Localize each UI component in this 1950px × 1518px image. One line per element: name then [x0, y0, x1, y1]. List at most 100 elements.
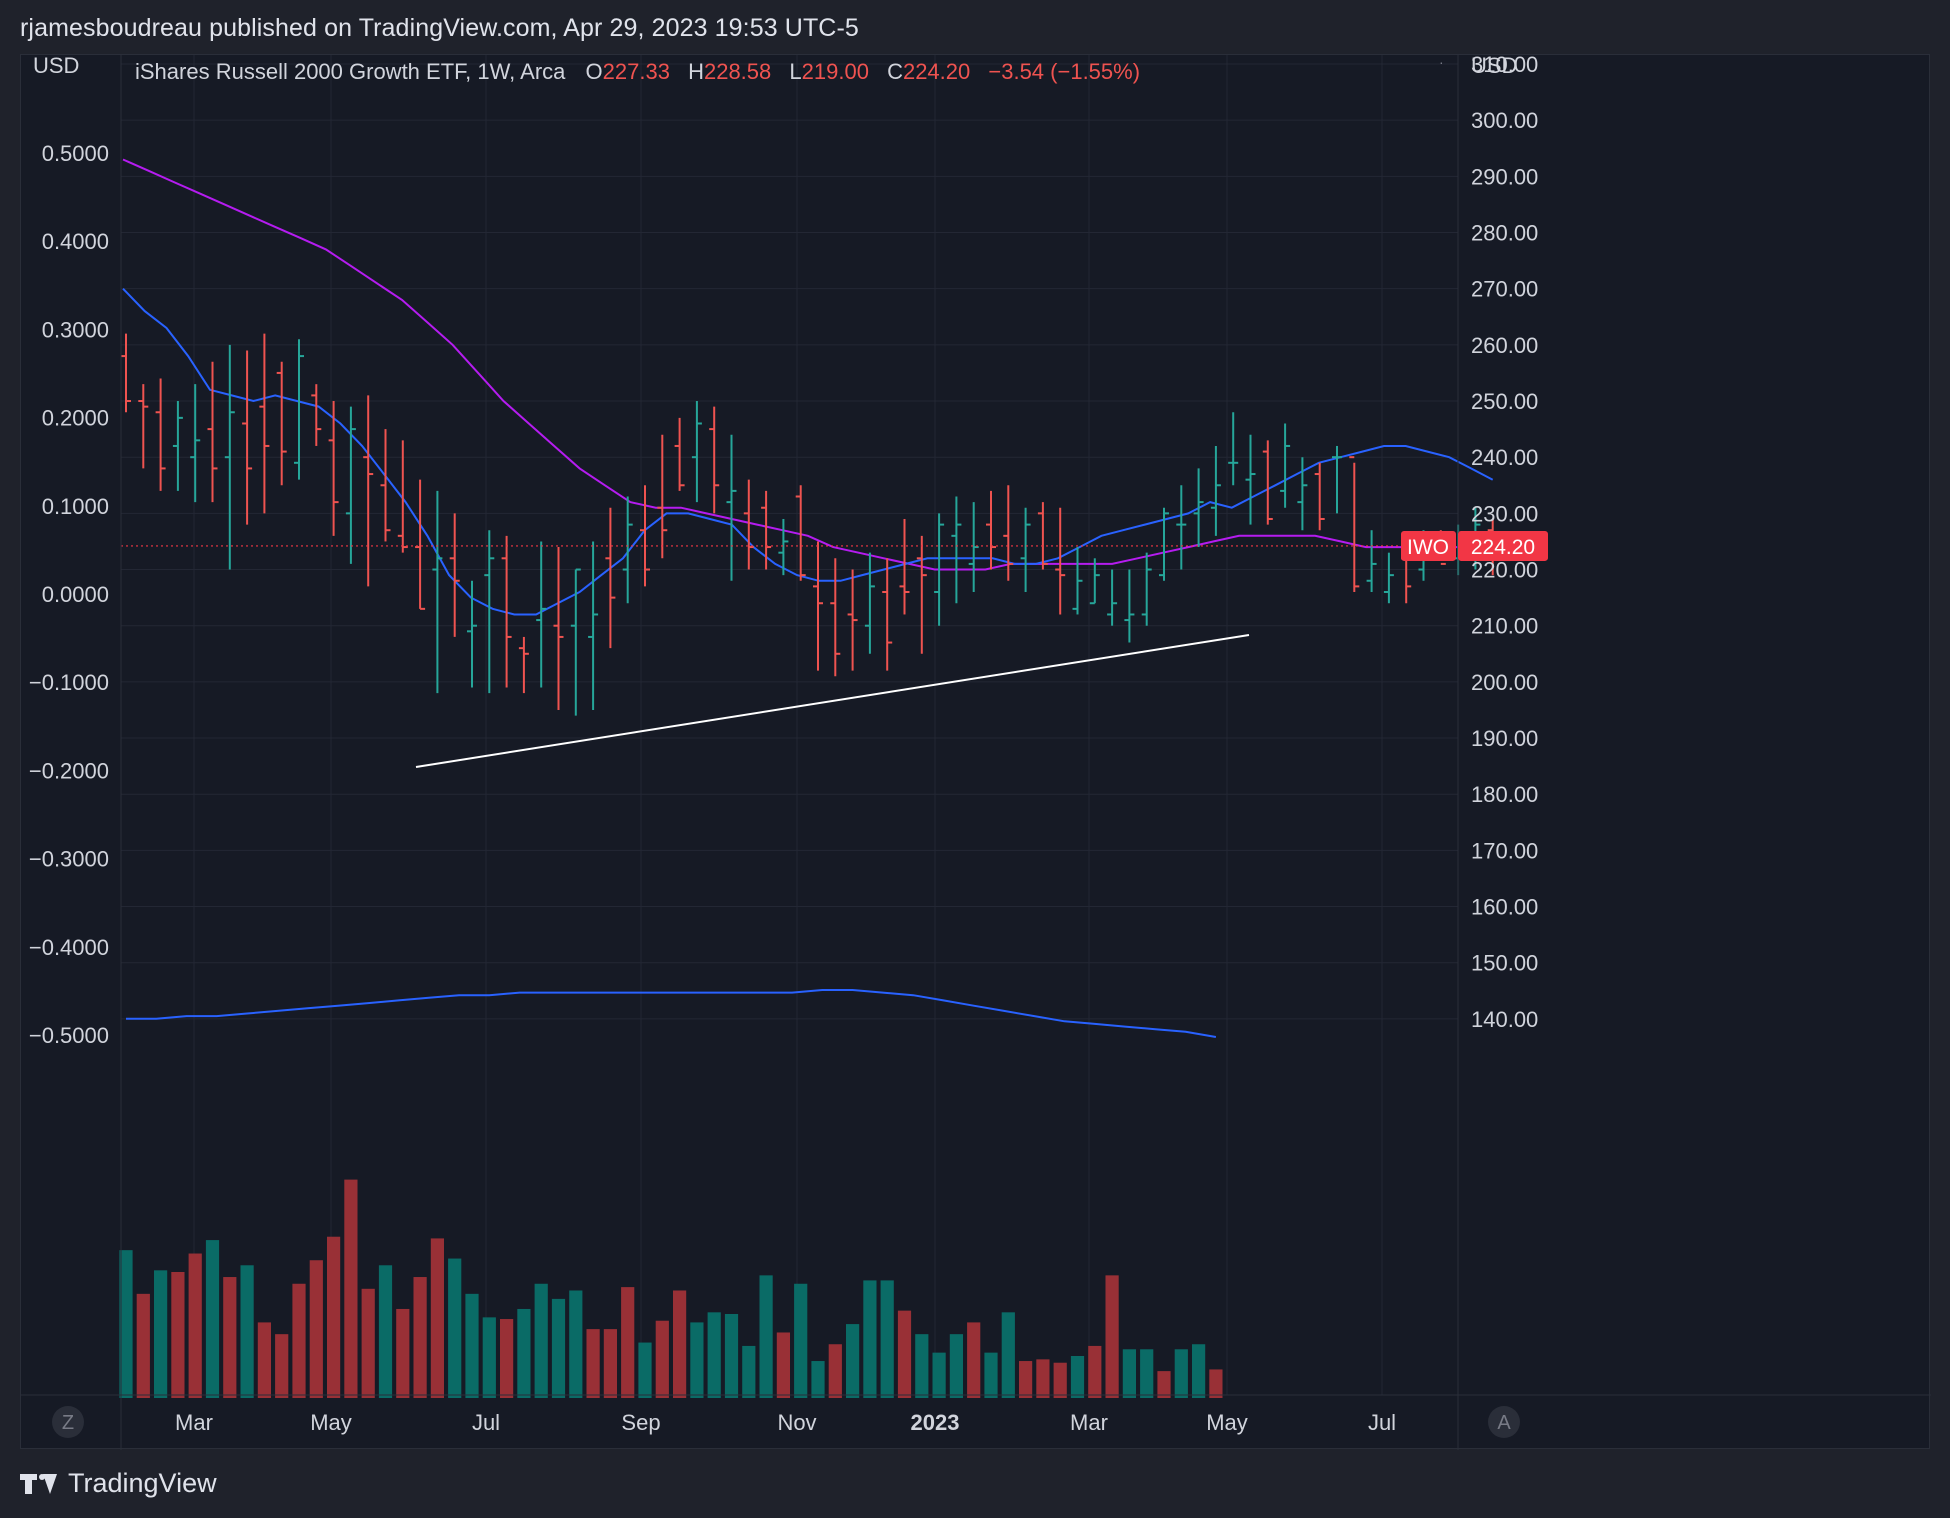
volume-bar	[534, 1283, 548, 1398]
volume-bar	[551, 1298, 566, 1398]
volume-bar	[188, 1253, 202, 1398]
volume-bar	[794, 1283, 808, 1398]
chart-dots[interactable]: ·	[1439, 54, 1444, 70]
right-tick-label: 230.00	[1471, 501, 1538, 526]
volume-bar	[1036, 1359, 1050, 1398]
legend-o-label: O	[586, 59, 603, 84]
volume-bar	[1088, 1345, 1102, 1398]
volume-bar	[361, 1288, 375, 1398]
time-tick-label: May	[310, 1410, 352, 1435]
volume-bar	[1001, 1312, 1015, 1398]
volume-bar	[673, 1290, 687, 1398]
volume-bar	[1053, 1362, 1067, 1398]
volume-bar	[500, 1319, 514, 1398]
volume-bar	[776, 1332, 790, 1398]
volume-bar	[655, 1320, 669, 1398]
volume-bar	[119, 1250, 133, 1398]
footer-brand: TradingView	[68, 1468, 217, 1498]
volume-bar	[690, 1322, 704, 1398]
right-tick-label: 190.00	[1471, 726, 1538, 751]
left-tick-label: 0.4000	[42, 229, 109, 254]
legend-high: 228.58	[704, 59, 771, 84]
time-tick-label: Sep	[621, 1410, 660, 1435]
left-axis-ticks: 0.5000 0.4000 0.3000 0.2000 0.1000 0.0000 −0.1…	[29, 141, 109, 1048]
a-button[interactable]: A	[1488, 1406, 1520, 1438]
right-tick-label: 290.00	[1471, 164, 1538, 189]
right-tick-label: 170.00	[1471, 838, 1538, 863]
left-tick-label: −0.3000	[29, 847, 109, 872]
volume-bar	[863, 1280, 877, 1398]
volume-bar	[136, 1293, 150, 1398]
volume-bar	[932, 1352, 946, 1398]
right-tick-label: 260.00	[1471, 333, 1538, 358]
left-tick-label: −0.5000	[29, 1023, 109, 1048]
volume-bar	[811, 1361, 825, 1398]
left-tick-label: 0.0000	[42, 582, 109, 607]
legend: iShares Russell 2000 Growth ETF, 1W, Arc…	[135, 59, 1140, 84]
right-axis-ticks: 310.00 300.00 290.00 280.00 270.00 260.00 250.…	[1471, 52, 1538, 1032]
volume-ma-line	[126, 989, 1217, 1038]
legend-l-label: L	[789, 59, 801, 84]
right-tick-label: 280.00	[1471, 221, 1538, 246]
right-axis-label: USD	[1471, 55, 1517, 78]
left-tick-label: 0.2000	[42, 406, 109, 431]
volume-bar	[707, 1312, 721, 1398]
legend-close: 224.20	[903, 59, 970, 84]
right-tick-label: 210.00	[1471, 614, 1538, 639]
volume-bar	[430, 1238, 444, 1398]
volume-bar	[292, 1283, 306, 1398]
volume-bar	[1019, 1361, 1033, 1398]
volume-bar	[1209, 1369, 1223, 1398]
left-tick-label: 0.5000	[42, 141, 109, 166]
volume-bar	[448, 1258, 462, 1398]
left-axis-label: USD	[33, 55, 79, 78]
tradingview-logo-icon	[20, 1472, 60, 1496]
volume-bar	[275, 1334, 289, 1398]
a-button-label: A	[1497, 1412, 1511, 1434]
volume-bar	[742, 1345, 756, 1398]
z-button[interactable]: Z	[52, 1406, 84, 1438]
symbol-tag-text: IWO	[1407, 536, 1449, 559]
right-tick-label: 270.00	[1471, 277, 1538, 302]
time-tick-label: Nov	[777, 1410, 816, 1435]
left-tick-label: 0.3000	[42, 317, 109, 342]
legend-c-label: C	[887, 59, 903, 84]
time-axis-ticks: Mar May Jul Sep Nov 2023 Mar May Jul	[175, 1410, 1396, 1435]
volume-bar	[482, 1317, 496, 1398]
right-tick-label: 240.00	[1471, 445, 1538, 470]
legend-h-label: H	[688, 59, 704, 84]
right-tick-label: 160.00	[1471, 895, 1538, 920]
right-tick-label: 250.00	[1471, 389, 1538, 414]
right-tick-label: 310.00	[1471, 55, 1538, 77]
volume-bar	[638, 1342, 652, 1398]
volume-bar	[154, 1270, 168, 1398]
time-tick-label: 2023	[911, 1410, 960, 1435]
volume-bar	[396, 1308, 410, 1398]
chart-panel[interactable]: USD USD 0.5000 0.4000 0.3000 0.2000 0.1000 0.…	[20, 52, 1931, 1450]
ohlc-bars	[121, 333, 1498, 716]
trendline[interactable]	[415, 634, 1250, 768]
volume-bar	[1122, 1349, 1136, 1398]
volume-bar	[327, 1236, 341, 1398]
time-tick-label: Jul	[472, 1410, 500, 1435]
volume-bar	[949, 1334, 963, 1398]
right-tick-label: 150.00	[1471, 951, 1538, 976]
time-tick-label: May	[1206, 1410, 1248, 1435]
volume-bar	[1174, 1349, 1188, 1398]
volume-bar	[724, 1314, 739, 1398]
chart-svg[interactable]: USD USD 0.50000.40000.30000.20000.10000.…	[21, 52, 1931, 1450]
volume-bar	[603, 1329, 617, 1398]
right-tick-label: 180.00	[1471, 782, 1538, 807]
volume-bar	[223, 1277, 237, 1398]
volume-bar	[915, 1334, 929, 1398]
volume-bar	[828, 1344, 842, 1398]
volume-bar	[205, 1240, 220, 1398]
symbol-tag[interactable]: IWO	[1401, 530, 1456, 561]
left-tick-label: −0.1000	[29, 670, 109, 695]
volume-bar	[984, 1352, 998, 1398]
last-price-tag: 224.20	[1458, 530, 1548, 561]
left-tick-label: 0.1000	[42, 494, 109, 519]
volume-bar	[309, 1260, 323, 1398]
legend-open: 227.33	[603, 59, 670, 84]
volume-bar	[344, 1179, 358, 1398]
